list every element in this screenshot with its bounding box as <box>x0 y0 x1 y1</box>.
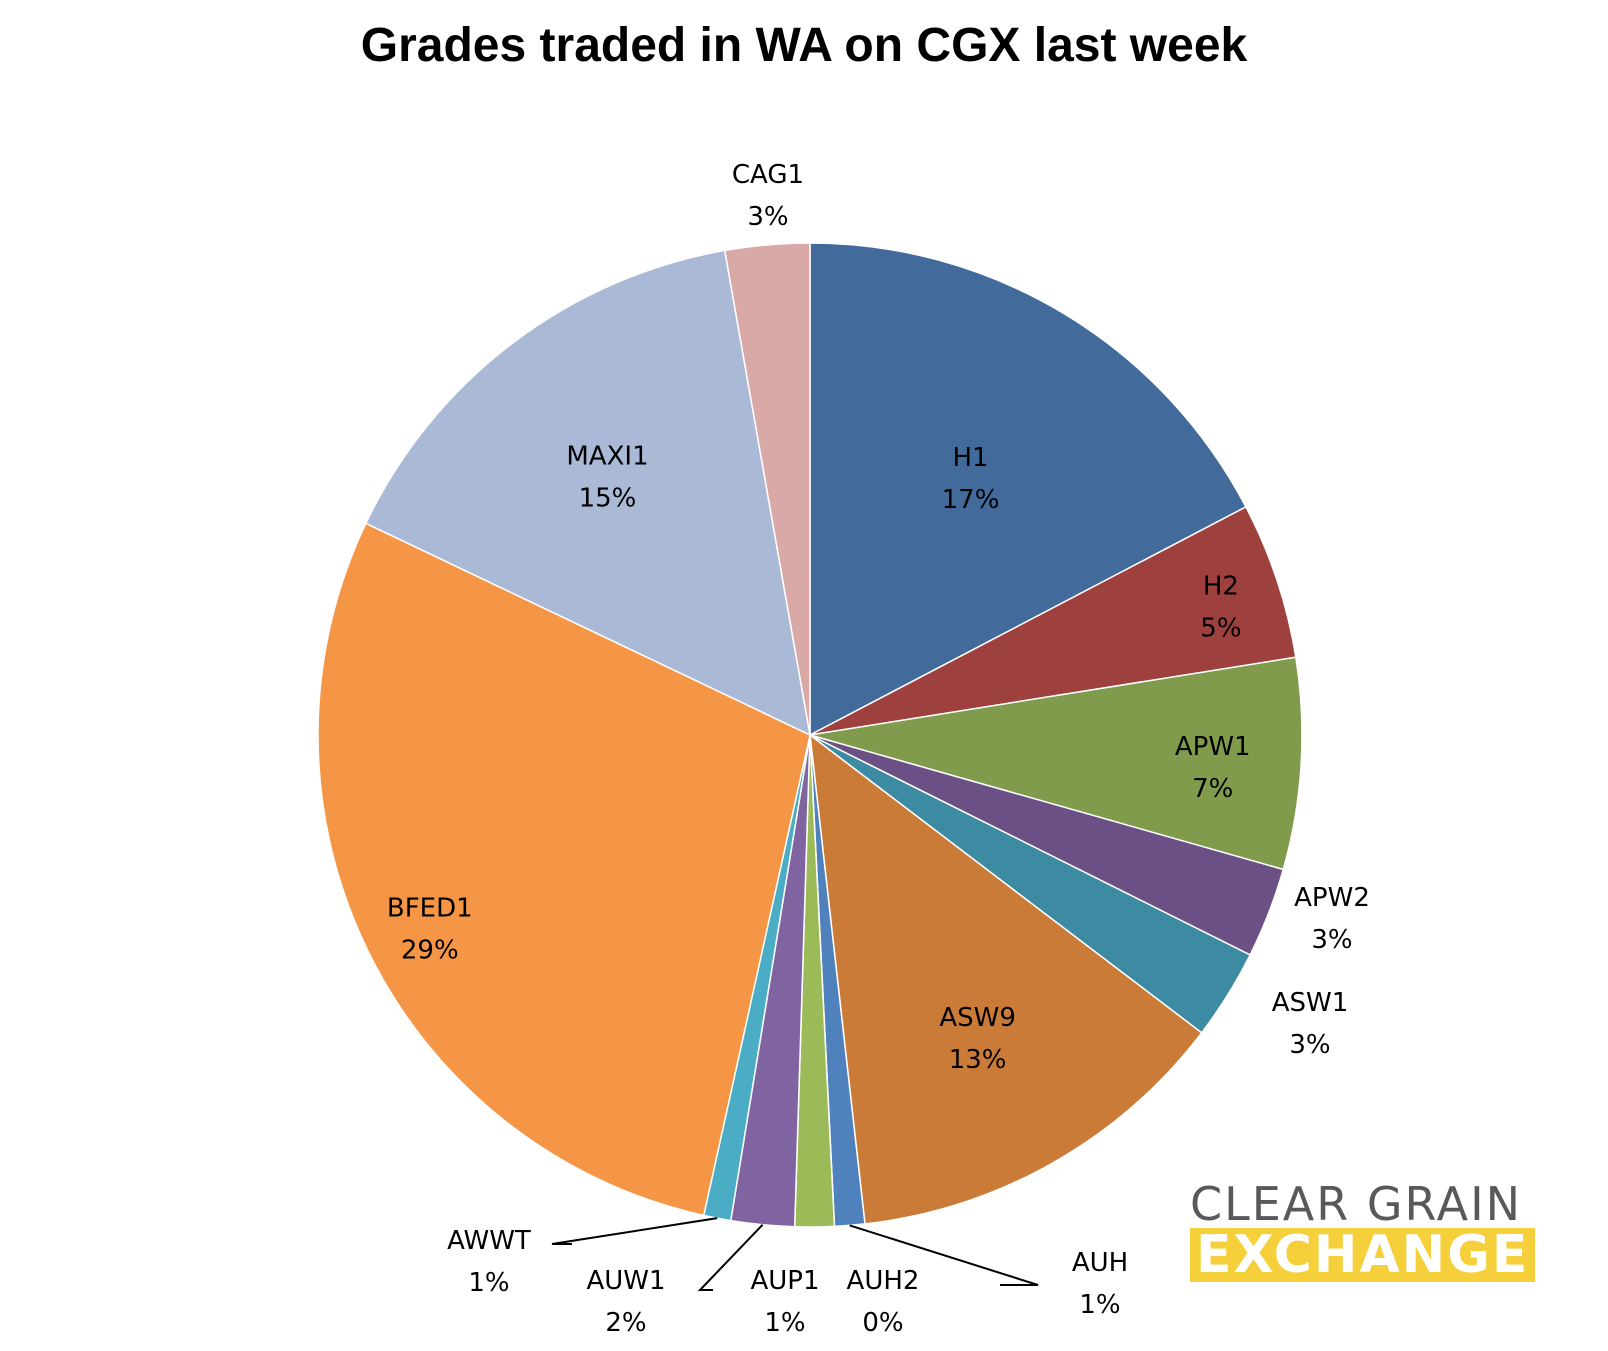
slice-label-cag1: CAG1 <box>732 160 804 190</box>
slice-percent-auh2: 0% <box>862 1308 903 1338</box>
logo-text-top: CLEAR GRAIN <box>1190 1177 1523 1231</box>
slice-percent-cag1: 3% <box>747 202 788 232</box>
slice-label-bfed1: BFED1 <box>387 894 473 924</box>
slice-percent-bfed1: 29% <box>401 936 459 966</box>
slice-label-apw2: APW2 <box>1294 883 1370 913</box>
slice-label-auh: AUH <box>1072 1248 1128 1278</box>
slice-label-auw1: AUW1 <box>586 1266 665 1296</box>
slice-label-asw9: ASW9 <box>939 1003 1016 1033</box>
slice-label-asw1: ASW1 <box>1272 988 1349 1018</box>
pie-slice-bfed1 <box>317 522 811 1217</box>
slice-percent-h2: 5% <box>1200 614 1241 644</box>
slice-label-aup1: AUP1 <box>750 1266 819 1296</box>
chart-title: Grades traded in WA on CGX last week <box>360 19 1248 72</box>
leader-line-auh <box>849 1224 1039 1286</box>
slice-percent-auw1: 2% <box>605 1308 646 1338</box>
leader-line-awwt <box>551 1217 718 1245</box>
clear-grain-exchange-logo: CLEAR GRAIN EXCHANGE <box>1190 1180 1575 1282</box>
pie-slice-maxi1 <box>364 249 811 737</box>
leader-line-auw1 <box>697 1224 764 1291</box>
slice-label-awwt: AWWT <box>447 1226 531 1256</box>
pie-slice-cag1 <box>723 242 811 736</box>
slice-percent-apw2: 3% <box>1311 925 1352 955</box>
pie-slice-h2 <box>809 505 1297 736</box>
slice-percent-aup1: 1% <box>764 1308 805 1338</box>
slice-label-h1: H1 <box>952 443 988 473</box>
logo-text-bottom: EXCHANGE <box>1190 1228 1536 1282</box>
slice-label-maxi1: MAXI1 <box>566 442 648 472</box>
slice-label-auh2: AUH2 <box>847 1266 920 1296</box>
pie-slice-apw1 <box>809 656 1303 871</box>
slice-label-h2: H2 <box>1203 572 1239 602</box>
slice-percent-maxi1: 15% <box>579 484 637 514</box>
pie-slice-h1 <box>809 242 1247 737</box>
slice-percent-awwt: 1% <box>468 1268 509 1298</box>
slice-percent-h1: 17% <box>942 485 1000 515</box>
slice-percent-apw1: 7% <box>1192 774 1233 804</box>
pie-slice-asw9 <box>809 733 1203 1225</box>
slice-percent-asw9: 13% <box>949 1045 1007 1075</box>
slice-percent-auh: 1% <box>1079 1290 1120 1320</box>
slice-percent-asw1: 3% <box>1289 1030 1330 1060</box>
slice-label-apw1: APW1 <box>1175 732 1251 762</box>
